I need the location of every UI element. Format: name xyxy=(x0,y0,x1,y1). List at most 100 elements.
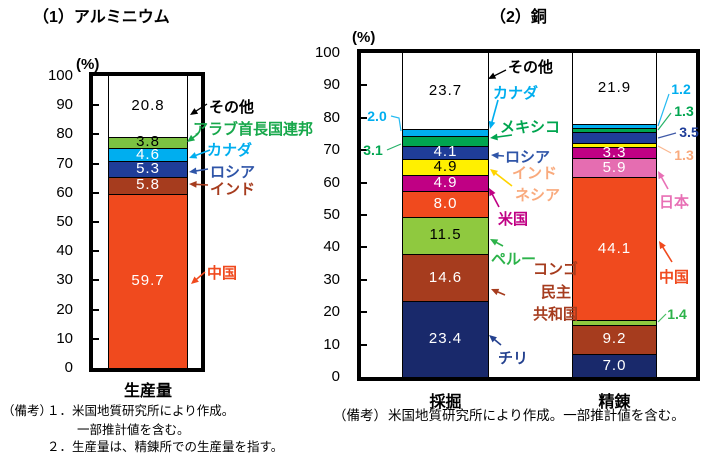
copper-y-tick-label: 80 xyxy=(323,108,340,126)
copper-segment-その他 xyxy=(573,52,656,124)
copper-outside-value-ロシア-1: 3.5 xyxy=(679,124,699,140)
copper-y-tick-label: 60 xyxy=(323,173,340,191)
copper-arrow-congo-head xyxy=(491,288,500,296)
aluminum-y-tick-label: 90 xyxy=(56,96,73,114)
aluminum-arrow-russia-line xyxy=(192,168,209,173)
copper-segment-インドネシア xyxy=(403,158,488,175)
aluminum-label-canada: カナダ xyxy=(207,142,253,159)
copper-outside-connector-インドネシア-1 xyxy=(657,145,672,154)
copper-arrow-russia-line xyxy=(494,154,505,157)
aluminum-note-line-1: １．米国地質研究所により作成。 xyxy=(47,404,235,418)
aluminum-segment-アラブ首長国連邦 xyxy=(109,136,187,148)
copper-arrow-peru-line xyxy=(492,240,504,247)
copper-value-米国: 4.9 xyxy=(433,173,458,191)
aluminum-y-tick-mark xyxy=(93,162,99,165)
copper-value-ペルー: 11.5 xyxy=(429,226,462,244)
copper-value-インドネシア: 4.9 xyxy=(433,157,458,175)
copper-arrow-japan-line xyxy=(659,173,669,190)
copper-segment-ペルー xyxy=(403,216,488,254)
copper-outside-value-ペルー-1: 1.4 xyxy=(667,306,687,322)
copper-arrow-chile-head xyxy=(489,335,497,343)
aluminum-y-tick-mark xyxy=(93,308,99,311)
copper-y-tick-mark xyxy=(361,311,367,314)
copper-label-sonota: その他 xyxy=(508,59,554,76)
aluminum-arrow-china-line xyxy=(193,271,206,283)
copper-label-canada: カナダ xyxy=(493,85,539,102)
copper-segment-インドネシア xyxy=(573,143,656,148)
aluminum-y-tick-mark xyxy=(93,250,99,253)
copper-segment-中国 xyxy=(403,190,488,217)
copper-outside-connector-メキシコ-0 xyxy=(386,143,402,151)
aluminum-y-tick-label: 30 xyxy=(56,271,73,289)
copper-arrow-congo-line xyxy=(494,289,506,296)
aluminum-segment-インド xyxy=(109,176,187,194)
copper-outside-connector-メキシコ-1 xyxy=(657,112,672,131)
copper-y-tick-label: 0 xyxy=(331,368,340,385)
copper-arrow-canada-line xyxy=(490,99,499,126)
copper-value-チリ: 7.0 xyxy=(602,356,627,374)
copper-value-米国: 3.3 xyxy=(602,143,627,161)
aluminum-arrow-canada-head xyxy=(189,152,198,159)
aluminum-arrow-sonota-line xyxy=(192,103,208,114)
copper-value-コンゴ民主共和国: 14.6 xyxy=(428,268,463,286)
copper-y-tick-label: 90 xyxy=(323,76,340,94)
copper-segment-コンゴ民主共和国 xyxy=(403,253,488,302)
copper-y-tick-mark xyxy=(361,149,367,152)
aluminum-note-line-3: ２．生産量は、精錬所での生産量を指す。 xyxy=(47,440,284,454)
copper-label-china: 中国 xyxy=(659,269,690,286)
copper-segment-ロシア xyxy=(573,131,656,144)
copper-outside-connector-カナダ-1 xyxy=(657,93,670,127)
copper-arrow-indonesia-head xyxy=(490,169,499,177)
aluminum-percent-unit-label: (%) xyxy=(76,56,100,73)
copper-value-その他: 23.7 xyxy=(428,81,463,99)
aluminum-y-tick-label: 70 xyxy=(56,154,73,172)
copper-value-中国: 8.0 xyxy=(433,194,458,212)
copper-y-tick-label: 10 xyxy=(323,335,340,353)
copper-arrow-indonesia-line xyxy=(492,170,513,187)
copper-outside-value-インドネシア-1: 1.3 xyxy=(674,147,694,163)
copper-y-tick-label: 40 xyxy=(323,238,340,256)
aluminum-arrow-india-line xyxy=(192,183,209,186)
copper-percent-unit-label: (%) xyxy=(352,29,376,46)
copper-arrow-peru-head xyxy=(490,239,499,246)
copper-segment-メキシコ xyxy=(403,135,488,146)
aluminum-note-label: （備考） xyxy=(2,404,53,418)
copper-value-中国: 44.1 xyxy=(597,239,632,257)
copper-note-line-1: 米国地質研究所により作成。一部推計値を含む。 xyxy=(388,408,685,423)
aluminum-arrow-russia-head xyxy=(189,167,197,175)
copper-arrow-sonota-line xyxy=(491,69,507,78)
copper-arrow-china-head xyxy=(659,241,666,250)
aluminum-value-その他: 20.8 xyxy=(131,97,165,115)
copper-label-congo-2: 共和国 xyxy=(533,306,579,323)
copper-label-indonesia-1: ネシア xyxy=(515,187,561,204)
copper-arrow-usa-line xyxy=(490,190,500,208)
copper-arrow-russia-head xyxy=(491,152,499,159)
copper-segment-その他 xyxy=(403,52,488,130)
aluminum-value-中国: 59.7 xyxy=(131,271,165,289)
copper-y-tick-mark xyxy=(361,278,367,281)
aluminum-note-line-2: 一部推計値を含む。 xyxy=(77,423,190,437)
copper-y-tick-label: 70 xyxy=(323,141,340,159)
copper-segment-ロシア xyxy=(403,145,488,159)
copper-y-tick-mark xyxy=(361,116,367,119)
copper-y-tick-mark xyxy=(361,84,367,87)
aluminum-label-india: インド xyxy=(210,181,256,198)
copper-label-congo-1: 民主 xyxy=(541,284,572,301)
aluminum-chart-title: （1）アルミニウム xyxy=(33,9,170,26)
aluminum-label-uae: アラブ首長国連邦 xyxy=(193,121,314,138)
copper-arrow-sonota-head xyxy=(488,72,497,79)
copper-arrow-usa-head xyxy=(489,188,496,197)
copper-label-usa: 米国 xyxy=(498,211,529,228)
aluminum-y-tick-mark xyxy=(93,104,99,107)
aluminum-y-tick-mark xyxy=(93,191,99,194)
copper-label-peru: ペルー xyxy=(491,251,537,268)
aluminum-label-sonota: その他 xyxy=(209,99,255,116)
aluminum-y-tick-mark xyxy=(93,337,99,340)
copper-y-tick-mark xyxy=(361,246,367,249)
aluminum-y-tick-label: 10 xyxy=(56,329,73,347)
copper-arrow-canada-head xyxy=(488,120,496,129)
copper-outside-connector-ペルー-1 xyxy=(657,313,667,323)
copper-label-russia: ロシア xyxy=(505,149,551,166)
aluminum-y-tick-label: 80 xyxy=(56,125,73,143)
copper-segment-チリ xyxy=(403,301,488,377)
